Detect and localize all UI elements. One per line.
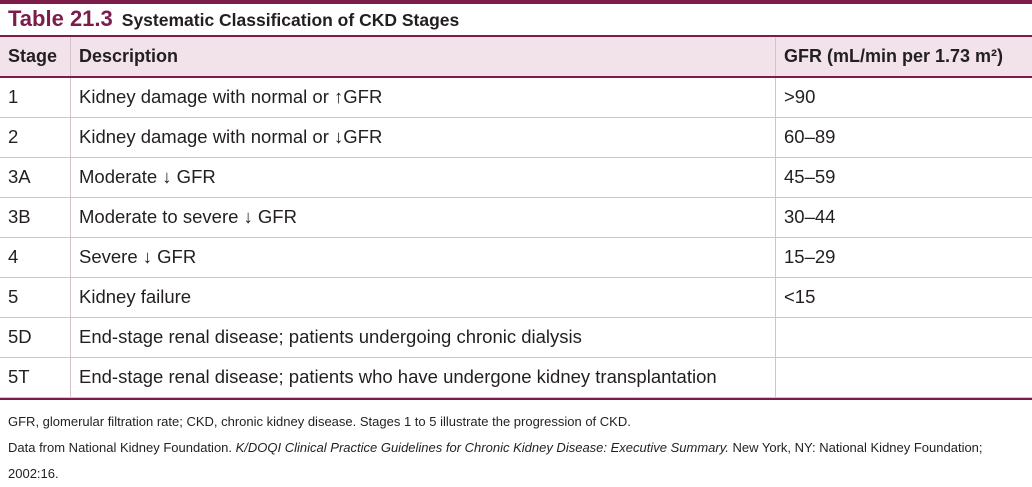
gfr-cell: 15–29 [776, 237, 1032, 277]
abbreviation-note: GFR, glomerular filtration rate; CKD, ch… [8, 409, 1032, 435]
gfr-cell [776, 357, 1032, 397]
stage-cell: 3A [0, 157, 71, 197]
description-cell: End-stage renal disease; patients underg… [71, 317, 776, 357]
description-cell: Moderate ↓ GFR [71, 157, 776, 197]
table-footnotes: GFR, glomerular filtration rate; CKD, ch… [0, 398, 1032, 487]
description-cell: Kidney damage with normal or ↓GFR [71, 117, 776, 157]
stage-cell: 5 [0, 277, 71, 317]
table-number: Table 21.3 [8, 6, 113, 32]
table-row: 3A Moderate ↓ GFR 45–59 [0, 157, 1032, 197]
table-row: 4 Severe ↓ GFR 15–29 [0, 237, 1032, 277]
table-row: 3B Moderate to severe ↓ GFR 30–44 [0, 197, 1032, 237]
description-cell: End-stage renal disease; patients who ha… [71, 357, 776, 397]
description-cell: Moderate to severe ↓ GFR [71, 197, 776, 237]
stage-cell: 2 [0, 117, 71, 157]
table-title: Systematic Classification of CKD Stages [122, 10, 459, 31]
stage-cell: 4 [0, 237, 71, 277]
table-row: 5D End-stage renal disease; patients und… [0, 317, 1032, 357]
source-note: Data from National Kidney Foundation. K/… [8, 435, 1032, 487]
gfr-cell: <15 [776, 277, 1032, 317]
source-prefix: Data from National Kidney Foundation. [8, 440, 236, 455]
description-cell: Kidney damage with normal or ↑GFR [71, 77, 776, 117]
gfr-cell: >90 [776, 77, 1032, 117]
table-row: 5 Kidney failure <15 [0, 277, 1032, 317]
stage-cell: 1 [0, 77, 71, 117]
gfr-cell: 60–89 [776, 117, 1032, 157]
table-row: 2 Kidney damage with normal or ↓GFR 60–8… [0, 117, 1032, 157]
col-header-stage: Stage [0, 36, 71, 77]
header-row: Stage Description GFR (mL/min per 1.73 m… [0, 36, 1032, 77]
stage-cell: 5D [0, 317, 71, 357]
table-caption: Table 21.3 Systematic Classification of … [0, 4, 1032, 35]
col-header-gfr: GFR (mL/min per 1.73 m²) [776, 36, 1032, 77]
description-cell: Kidney failure [71, 277, 776, 317]
stage-cell: 5T [0, 357, 71, 397]
source-title: K/DOQI Clinical Practice Guidelines for … [236, 440, 729, 455]
gfr-cell: 30–44 [776, 197, 1032, 237]
gfr-cell [776, 317, 1032, 357]
gfr-cell: 45–59 [776, 157, 1032, 197]
table-row: 1 Kidney damage with normal or ↑GFR >90 [0, 77, 1032, 117]
col-header-description: Description [71, 36, 776, 77]
stage-cell: 3B [0, 197, 71, 237]
ckd-stages-table: Stage Description GFR (mL/min per 1.73 m… [0, 35, 1032, 398]
description-cell: Severe ↓ GFR [71, 237, 776, 277]
table-row: 5T End-stage renal disease; patients who… [0, 357, 1032, 397]
